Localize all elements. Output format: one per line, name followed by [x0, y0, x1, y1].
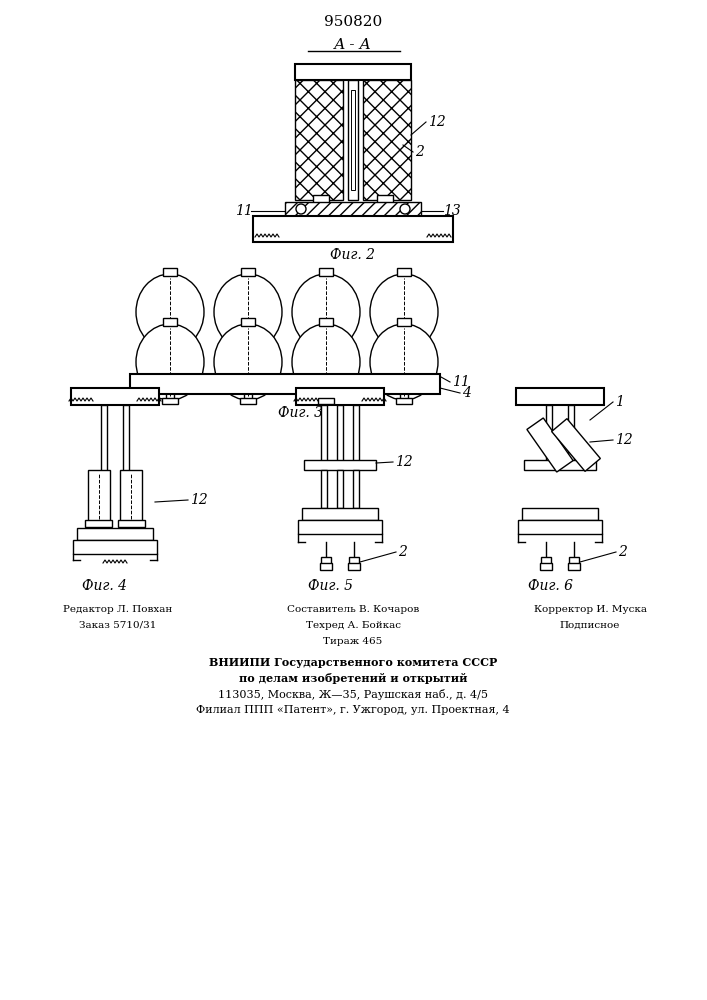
Bar — [123, 405, 129, 480]
Bar — [353, 470, 359, 508]
Bar — [568, 405, 574, 465]
Text: 2: 2 — [618, 545, 627, 559]
Bar — [540, 563, 552, 570]
Bar — [522, 508, 598, 520]
Bar — [320, 563, 332, 570]
Text: Подписное: Подписное — [560, 621, 620, 630]
Bar — [88, 470, 110, 522]
Ellipse shape — [136, 324, 204, 400]
Bar — [546, 405, 552, 465]
Bar — [353, 405, 359, 465]
Bar — [569, 557, 579, 564]
Text: по делам изобретений и открытий: по делам изобретений и открытий — [239, 673, 467, 684]
Text: 12: 12 — [428, 115, 445, 129]
Text: Фиг. 4: Фиг. 4 — [83, 579, 127, 593]
Circle shape — [400, 204, 410, 214]
Text: Фиг. 3: Фиг. 3 — [278, 406, 322, 420]
Bar — [351, 90, 355, 190]
Text: ВНИИПИ Государственного комитета СССР: ВНИИПИ Государственного комитета СССР — [209, 657, 497, 668]
Bar — [163, 268, 177, 276]
Ellipse shape — [214, 274, 282, 350]
Ellipse shape — [370, 324, 438, 400]
Bar — [363, 80, 411, 200]
Text: 113035, Москва, Ж—35, Раушская наб., д. 4/5: 113035, Москва, Ж—35, Раушская наб., д. … — [218, 689, 488, 700]
Bar — [241, 268, 255, 276]
Text: Корректор И. Муска: Корректор И. Муска — [534, 605, 646, 614]
Bar — [73, 540, 157, 554]
Bar — [163, 318, 177, 326]
Bar — [253, 216, 453, 242]
Bar — [285, 202, 421, 216]
Ellipse shape — [370, 274, 438, 350]
Text: Редактор Л. Повхан: Редактор Л. Повхан — [64, 605, 173, 614]
Bar — [298, 520, 382, 534]
Bar — [518, 520, 602, 534]
Bar — [296, 388, 384, 405]
Bar — [85, 520, 112, 527]
Bar — [318, 398, 334, 404]
Ellipse shape — [292, 274, 360, 350]
Text: 12: 12 — [615, 433, 633, 447]
Text: Фиг. 6: Фиг. 6 — [527, 579, 573, 593]
Bar — [71, 388, 159, 405]
Bar — [348, 563, 360, 570]
Bar — [77, 528, 153, 540]
Text: Заказ 5710/31: Заказ 5710/31 — [79, 621, 157, 630]
Bar — [120, 470, 142, 522]
Bar — [397, 318, 411, 326]
Bar — [321, 557, 331, 564]
Bar — [162, 398, 178, 404]
Bar — [101, 405, 107, 480]
Bar — [240, 398, 256, 404]
Text: 4: 4 — [462, 386, 471, 400]
Polygon shape — [527, 418, 573, 472]
Ellipse shape — [292, 324, 360, 400]
Bar — [524, 460, 596, 470]
Text: Фиг. 5: Фиг. 5 — [308, 579, 353, 593]
Bar — [348, 80, 358, 200]
Bar — [130, 374, 440, 394]
Text: 11: 11 — [452, 375, 469, 389]
Circle shape — [296, 204, 306, 214]
Polygon shape — [551, 419, 600, 471]
Bar — [321, 470, 327, 508]
Bar — [295, 64, 411, 80]
Bar — [295, 80, 343, 200]
Bar — [337, 405, 343, 465]
Ellipse shape — [136, 274, 204, 350]
Bar — [321, 405, 327, 465]
Text: Техред А. Бойкас: Техред А. Бойкас — [305, 621, 400, 630]
Text: Составитель В. Кочаров: Составитель В. Кочаров — [287, 605, 419, 614]
Ellipse shape — [214, 324, 282, 400]
Bar — [396, 398, 412, 404]
Bar — [516, 388, 604, 405]
Text: Тираж 465: Тираж 465 — [323, 637, 382, 646]
Bar — [302, 508, 378, 520]
Bar — [397, 268, 411, 276]
Text: 13: 13 — [443, 204, 461, 218]
Bar — [319, 268, 333, 276]
Bar — [541, 557, 551, 564]
Text: 12: 12 — [395, 455, 413, 469]
Text: 950820: 950820 — [324, 15, 382, 29]
Bar — [241, 318, 255, 326]
Text: 2: 2 — [415, 145, 424, 159]
Text: А - А: А - А — [334, 38, 372, 52]
Text: 11: 11 — [235, 204, 252, 218]
Text: 1: 1 — [615, 395, 624, 409]
Text: 12: 12 — [190, 493, 208, 507]
Bar — [313, 195, 329, 205]
Bar — [337, 470, 343, 508]
Bar — [304, 460, 376, 470]
Bar — [377, 195, 393, 205]
Text: Филиал ППП «Патент», г. Ужгород, ул. Проектная, 4: Филиал ППП «Патент», г. Ужгород, ул. Про… — [196, 705, 510, 715]
Bar — [349, 557, 359, 564]
Text: 2: 2 — [398, 545, 407, 559]
Text: Фиг. 2: Фиг. 2 — [330, 248, 375, 262]
Bar — [319, 318, 333, 326]
Bar — [118, 520, 145, 527]
Bar — [568, 563, 580, 570]
